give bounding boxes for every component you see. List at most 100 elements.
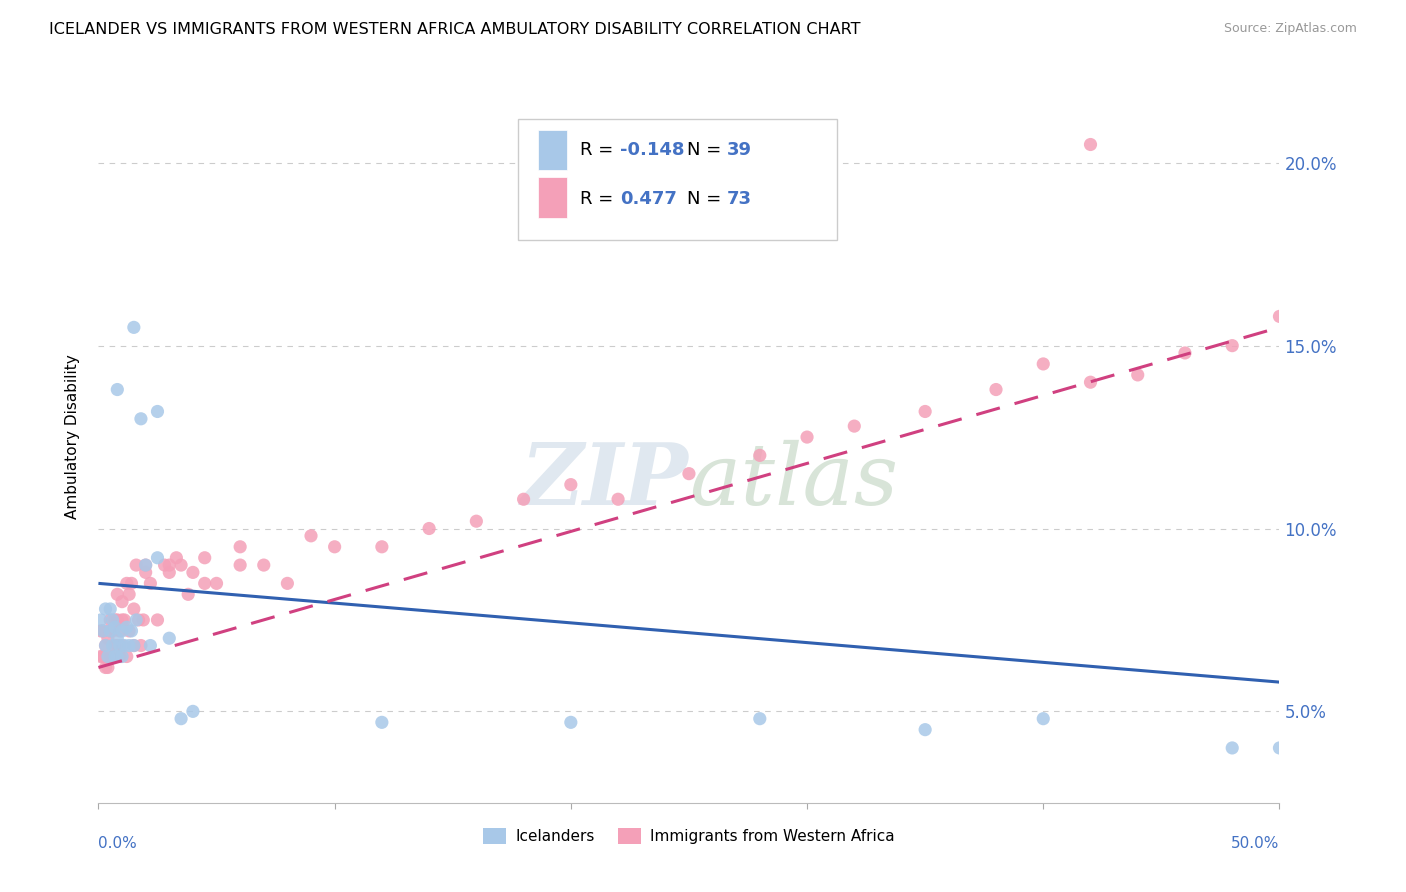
Point (418, 521, 440, 535)
Point (128, 613, 150, 627)
Point (796, 430, 818, 444)
Point (105, 632, 128, 646)
Point (97, 660, 120, 674)
Text: -0.148: -0.148 (620, 141, 685, 160)
Text: 39: 39 (727, 141, 752, 160)
Point (984, 383, 1007, 397)
Point (108, 639, 131, 653)
Point (112, 639, 135, 653)
Point (132, 613, 155, 627)
Point (90, 649, 112, 664)
Point (157, 566, 180, 580)
Point (98, 649, 121, 664)
Point (111, 649, 134, 664)
Point (465, 514, 488, 528)
Text: R =: R = (581, 190, 619, 209)
Point (98, 624, 121, 638)
Point (135, 558, 157, 573)
Point (105, 639, 128, 653)
Point (115, 620, 138, 634)
Point (98, 624, 121, 638)
Point (157, 632, 180, 646)
Point (371, 540, 394, 554)
Point (135, 566, 157, 580)
Point (122, 320, 145, 334)
Point (111, 624, 134, 638)
Point (205, 576, 228, 591)
Point (91, 624, 114, 638)
Text: ZIP: ZIP (522, 439, 689, 523)
Point (165, 550, 187, 565)
Point (276, 576, 298, 591)
Point (122, 602, 145, 616)
Point (98, 613, 121, 627)
Point (115, 649, 138, 664)
Point (97, 632, 120, 646)
Point (170, 712, 193, 726)
Point (560, 715, 582, 730)
Point (139, 576, 162, 591)
Point (146, 613, 169, 627)
Point (229, 540, 252, 554)
Point (229, 558, 252, 573)
Point (125, 613, 148, 627)
Point (177, 587, 200, 601)
Point (1220, 338, 1243, 352)
Point (90, 613, 112, 627)
Point (105, 649, 128, 664)
Point (104, 620, 127, 634)
Point (678, 467, 700, 481)
Text: ICELANDER VS IMMIGRANTS FROM WESTERN AFRICA AMBULATORY DISABILITY CORRELATION CH: ICELANDER VS IMMIGRANTS FROM WESTERN AFR… (49, 22, 860, 37)
Point (108, 649, 131, 664)
Point (101, 624, 124, 638)
Point (111, 613, 134, 627)
Point (90, 624, 112, 638)
Point (94, 660, 117, 674)
Point (101, 649, 124, 664)
Point (129, 412, 152, 426)
Point (118, 624, 141, 638)
Point (844, 419, 866, 434)
Point (253, 558, 276, 573)
Point (121, 576, 143, 591)
Point (1220, 740, 1243, 755)
Point (560, 477, 582, 491)
Point (1032, 357, 1054, 371)
Point (115, 576, 138, 591)
Point (1174, 346, 1197, 360)
Point (748, 712, 770, 726)
Point (98, 602, 121, 616)
Point (607, 492, 630, 507)
Point (118, 587, 141, 601)
Point (146, 404, 169, 418)
FancyBboxPatch shape (537, 178, 567, 218)
Y-axis label: Ambulatory Disability: Ambulatory Disability (65, 355, 80, 519)
Point (101, 639, 124, 653)
Legend: Icelanders, Immigrants from Western Africa: Icelanders, Immigrants from Western Afri… (477, 822, 901, 850)
Point (118, 639, 141, 653)
Point (104, 649, 127, 664)
Point (181, 705, 204, 719)
Point (371, 715, 394, 730)
Text: R =: R = (581, 141, 619, 160)
Point (194, 576, 217, 591)
Point (748, 448, 770, 462)
Point (146, 550, 169, 565)
Point (121, 624, 143, 638)
Point (125, 558, 148, 573)
Point (512, 492, 534, 507)
Point (91, 649, 114, 664)
Text: 0.477: 0.477 (620, 190, 678, 209)
Point (94, 639, 117, 653)
FancyBboxPatch shape (537, 130, 567, 170)
FancyBboxPatch shape (517, 119, 837, 240)
Point (135, 558, 157, 573)
Point (101, 613, 124, 627)
Point (108, 624, 131, 638)
Point (153, 558, 176, 573)
Point (105, 383, 128, 397)
Point (157, 558, 180, 573)
Point (94, 639, 117, 653)
Point (323, 540, 346, 554)
Point (914, 404, 936, 418)
